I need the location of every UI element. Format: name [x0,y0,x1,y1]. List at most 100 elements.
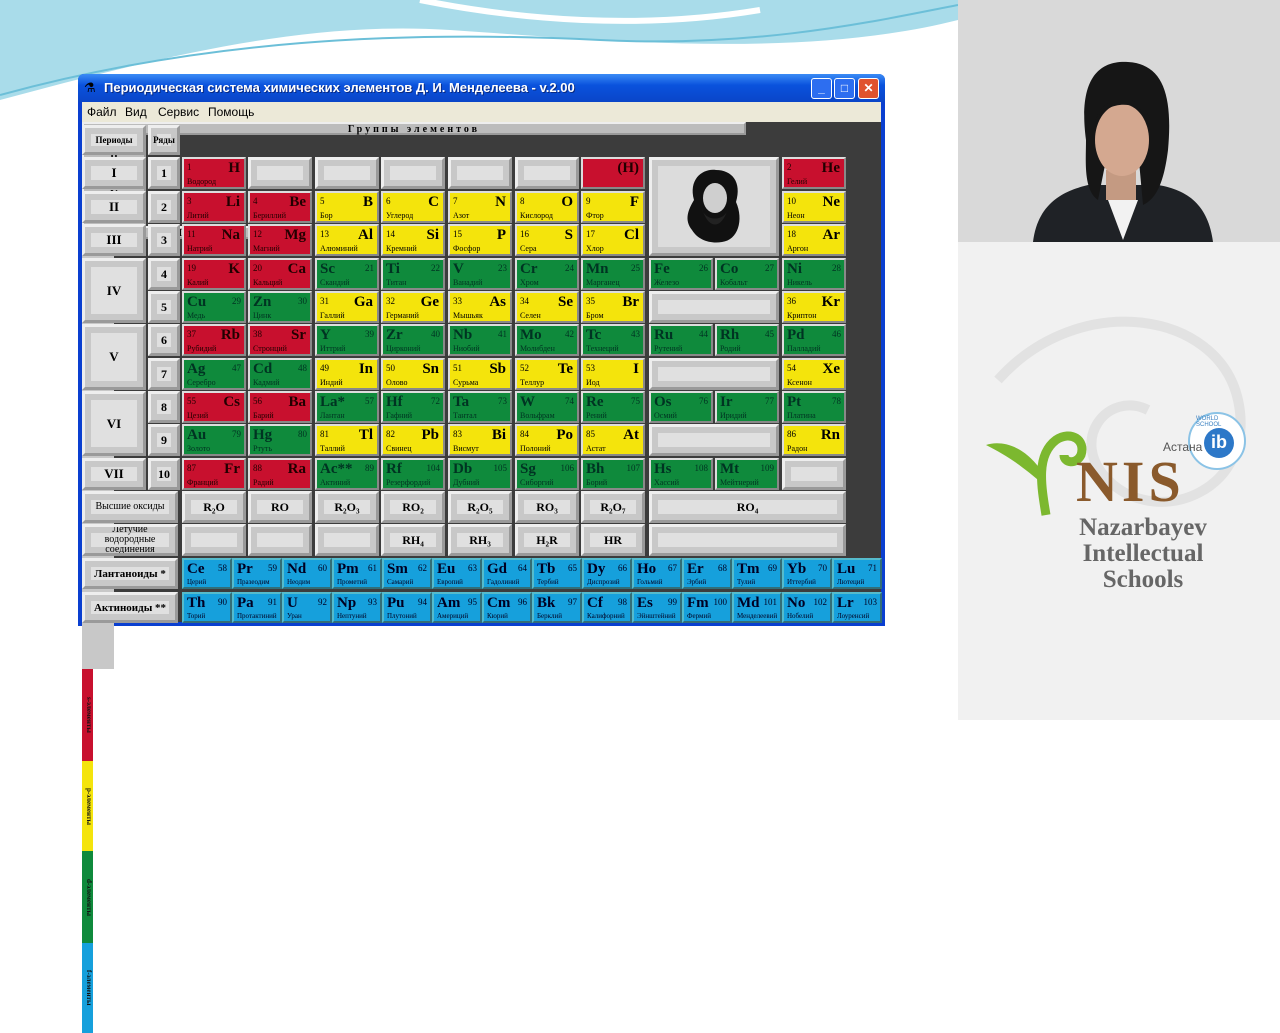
element-Cr[interactable]: 24 Cr Хром [515,258,579,290]
close-button[interactable]: ✕ [858,78,879,99]
oxides-label[interactable]: Высшие оксиды [82,491,178,523]
element-Ru[interactable]: 44 Ru Рутений [649,324,713,356]
empty-cell[interactable] [649,291,779,323]
element-N[interactable]: 7 N Азот [448,191,512,223]
element-P[interactable]: 15 P Фосфор [448,224,512,256]
element-Cf[interactable]: Cf 98 Калифорний [582,592,632,623]
period-I[interactable]: I [82,157,146,189]
lanthanides-label[interactable]: Лантаноиды * [82,558,178,589]
element-Ta[interactable]: 73 Ta Тантал [448,391,512,423]
hydride-formula[interactable]: HR [581,524,645,556]
row-number-4[interactable]: 4 [148,258,180,290]
legend-p-элементы[interactable]: p-элементы [82,761,93,851]
element-Fe[interactable]: 26 Fe Железо [649,258,713,290]
element-Dy[interactable]: Dy 66 Диспрозий [582,558,632,589]
legend-d-элементы[interactable]: d-элементы [82,851,93,943]
element-Sr[interactable]: 38 Sr Стронций [248,324,312,356]
element-Cl[interactable]: 17 Cl Хлор [581,224,645,256]
element-Ge[interactable]: 32 Ge Германий [381,291,445,323]
element-Es[interactable]: Es 99 Эйнштейний [632,592,682,623]
element-W[interactable]: 74 W Вольфрам [515,391,579,423]
element-Mt[interactable]: 109 Mt Мейтнерий [715,458,779,490]
element-Pt[interactable]: 78 Pt Платина [782,391,846,423]
element-Nb[interactable]: 41 Nb Ниобий [448,324,512,356]
element-Rn[interactable]: 86 Rn Радон [782,424,846,456]
element-Na[interactable]: 11 Na Натрий [182,224,246,256]
hydride-formula[interactable] [248,524,312,556]
legend-s-элементы[interactable]: s-элементы [82,669,93,761]
oxide-formula[interactable]: RO₃ [515,491,579,523]
row-number-3[interactable]: 3 [148,224,180,256]
element-I[interactable]: 53 I Иод [581,358,645,390]
element-Tl[interactable]: 81 Tl Таллий [315,424,379,456]
element-Ac[interactable]: 89 Ac** Актиний [315,458,379,490]
element-Pm[interactable]: Pm 61 Прометий [332,558,382,589]
element-Br[interactable]: 35 Br Бром [581,291,645,323]
element-Ga[interactable]: 31 Ga Галлий [315,291,379,323]
periods-header[interactable]: Периоды [82,125,146,155]
element-Li[interactable]: 3 Li Литий [182,191,246,223]
element-Mo[interactable]: 42 Mo Молибден [515,324,579,356]
element-Am[interactable]: Am 95 Америций [432,592,482,623]
element-Nd[interactable]: Nd 60 Неодим [282,558,332,589]
element-Hs[interactable]: 108 Hs Хассий [649,458,713,490]
element-Pd[interactable]: 46 Pd Палладий [782,324,846,356]
element-Ba[interactable]: 56 Ba Барий [248,391,312,423]
element-Kr[interactable]: 36 Kr Криптон [782,291,846,323]
element-Sb[interactable]: 51 Sb Сурьма [448,358,512,390]
period-VII[interactable]: VII [82,458,146,490]
element-Ne[interactable]: 10 Ne Неон [782,191,846,223]
element-Si[interactable]: 14 Si Кремний [381,224,445,256]
element-V[interactable]: 23 V Ванадий [448,258,512,290]
element-Bk[interactable]: Bk 97 Берклий [532,592,582,623]
element-Os[interactable]: 76 Os Осмий [649,391,713,423]
element-Sg[interactable]: 106 Sg Сиборгий [515,458,579,490]
hydride-formula[interactable] [649,524,846,556]
element-At[interactable]: 85 At Астат [581,424,645,456]
element-Al[interactable]: 13 Al Алюминий [315,224,379,256]
element-Db[interactable]: 105 Db Дубний [448,458,512,490]
element-Lr[interactable]: Lr 103 Лоуренсий [832,592,882,623]
element-Th[interactable]: Th 90 Торий [182,592,232,623]
element-Lu[interactable]: Lu 71 Лютеций [832,558,882,589]
element-Gd[interactable]: Gd 64 Гадолиний [482,558,532,589]
element-Zn[interactable]: 30 Zn Цинк [248,291,312,323]
element-Tb[interactable]: Tb 65 Тербий [532,558,582,589]
element-Ce[interactable]: Ce 58 Церий [182,558,232,589]
element-Cd[interactable]: 48 Cd Кадмий [248,358,312,390]
element-Zr[interactable]: 40 Zr Цирконий [381,324,445,356]
element-Fr[interactable]: 87 Fr Франций [182,458,246,490]
hydride-formula[interactable] [315,524,379,556]
element-Bi[interactable]: 83 Bi Висмут [448,424,512,456]
oxide-formula[interactable]: R₂O₇ [581,491,645,523]
element-Hg[interactable]: 80 Hg Ртуть [248,424,312,456]
element-Te[interactable]: 52 Te Теллур [515,358,579,390]
element-Au[interactable]: 79 Au Золото [182,424,246,456]
row-number-7[interactable]: 7 [148,358,180,390]
element-K[interactable]: 19 K Калий [182,258,246,290]
element-Cs[interactable]: 55 Cs Цезий [182,391,246,423]
element-Ti[interactable]: 22 Ti Титан [381,258,445,290]
element-Md[interactable]: Md 101 Менделеевий [732,592,782,623]
hydride-formula[interactable] [182,524,246,556]
row-number-8[interactable]: 8 [148,391,180,423]
element-Np[interactable]: Np 93 Нептуний [332,592,382,623]
row-number-5[interactable]: 5 [148,291,180,323]
empty-cell[interactable] [381,157,445,189]
element-Yb[interactable]: Yb 70 Иттербий [782,558,832,589]
element-Rf[interactable]: 104 Rf Резерфордий [381,458,445,490]
row-number-10[interactable]: 10 [148,458,180,490]
minimize-button[interactable]: _ [811,78,832,99]
element-Sm[interactable]: Sm 62 Самарий [382,558,432,589]
row-number-1[interactable]: 1 [148,157,180,189]
oxide-formula[interactable]: RO₄ [649,491,846,523]
hydride-formula[interactable]: H₂R [515,524,579,556]
menu-file[interactable]: Файл [87,105,117,119]
empty-cell[interactable] [515,157,579,189]
element-Cu[interactable]: 29 Cu Медь [182,291,246,323]
element-Re[interactable]: 75 Re Рений [581,391,645,423]
element-Pa[interactable]: Pa 91 Протактиний [232,592,282,623]
element-Y[interactable]: 39 Y Иттрий [315,324,379,356]
period-II[interactable]: II [82,191,146,223]
hydrides-label[interactable]: Летучие водородные соединения [82,524,178,556]
